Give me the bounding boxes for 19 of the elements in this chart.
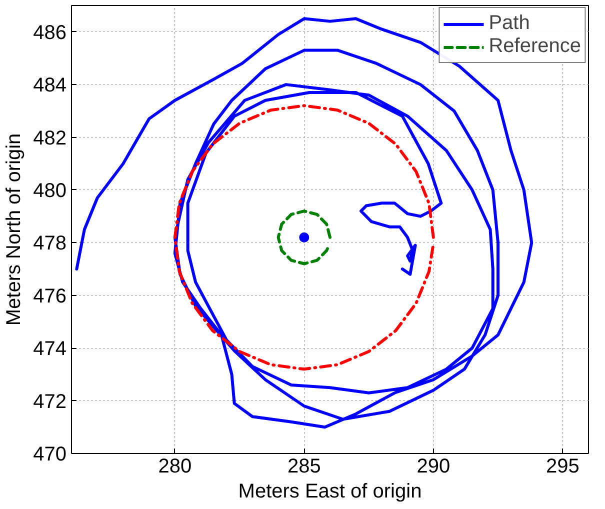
x-tick-label: 295 [546,456,580,478]
y-tick-label: 486 [33,22,67,44]
line-series [173,104,435,371]
y-tick-label: 474 [33,338,67,360]
y-tick-label: 482 [33,127,67,150]
x-tick-label: 285 [287,456,321,478]
legend-label: Reference [488,35,581,58]
y-tick-label: 472 [33,390,67,413]
y-tick-label: 476 [33,285,67,308]
y-tick-label: 478 [33,232,67,255]
y-tick-label: 484 [33,74,67,97]
y-axis-title: Meters North of origin [3,133,26,326]
line-series [276,210,332,266]
y-tick-label: 480 [33,180,67,202]
legend-label: Path [488,12,530,35]
y-tick-label: 470 [33,444,67,466]
x-axis-title: Meters East of origin [238,480,422,502]
x-tick-label: 280 [158,456,192,478]
x-tick-label: 290 [416,456,450,478]
